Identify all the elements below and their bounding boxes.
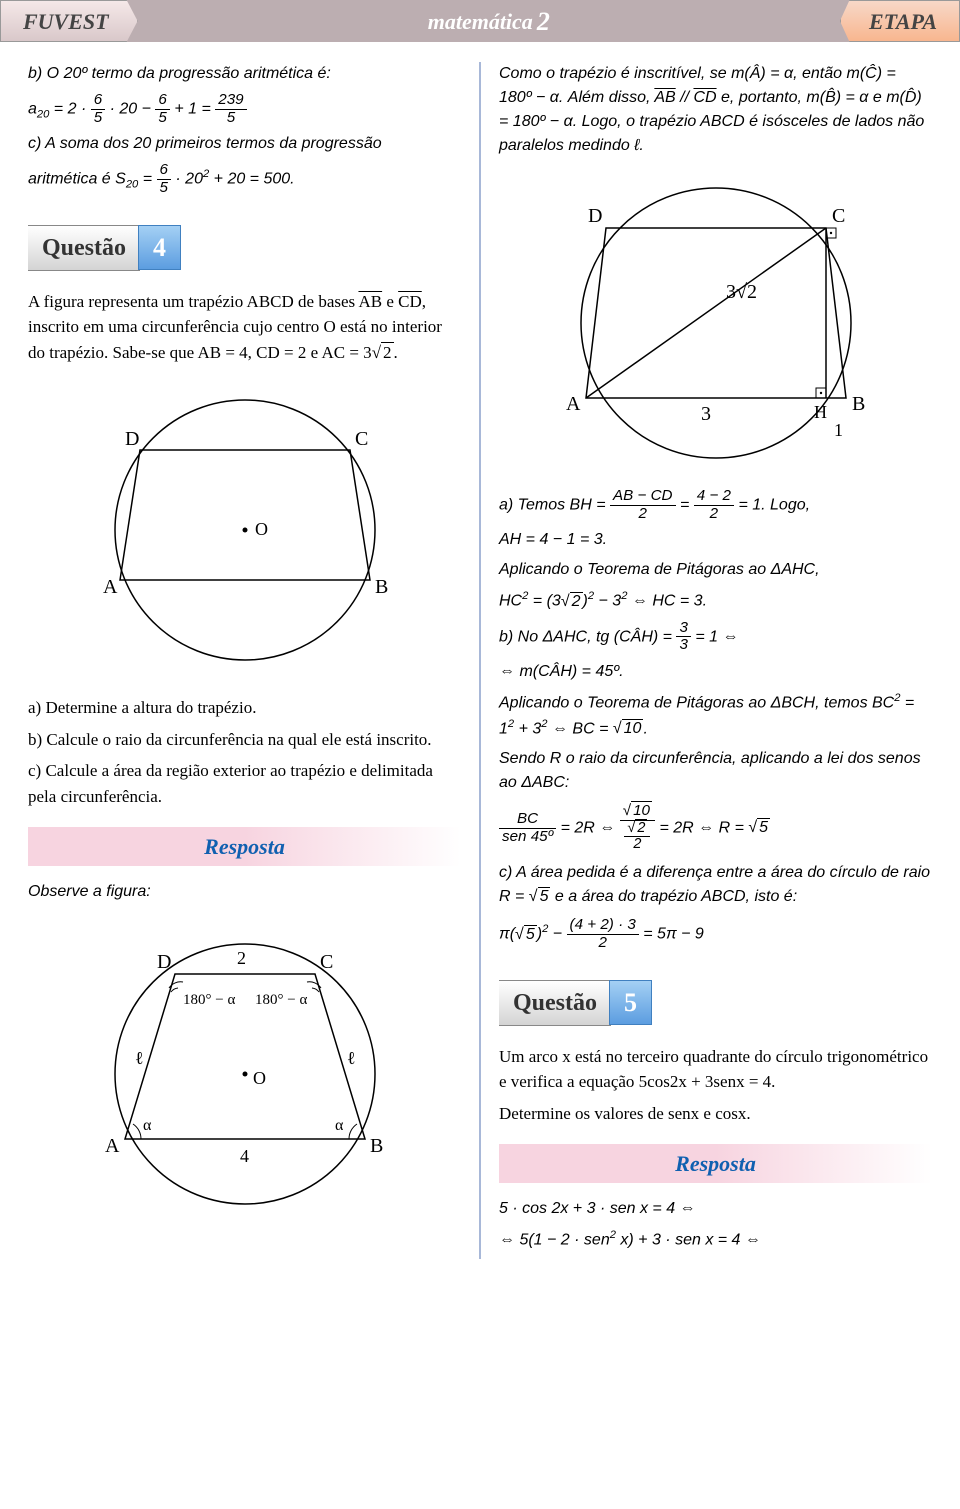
header-title: matemática 2 (138, 0, 840, 42)
r5-end: x) + 3 · sen x = 4 ⇔ (616, 1232, 761, 1249)
resposta-5-header: Resposta (499, 1144, 932, 1183)
svg-text:D: D (588, 205, 602, 227)
a4-pre: HC (499, 593, 522, 610)
b-intro: b) No ΔAHC, tg (CÂH) = (499, 628, 676, 645)
answer-c-intro: c) A soma dos 20 primeiros termos da pro… (28, 132, 461, 156)
svg-text:B: B (852, 393, 865, 415)
answer-a-line4: HC2 = (32)2 − 32 ⇔ HC = 3. (499, 588, 932, 613)
question-label: Questão (28, 225, 140, 271)
svg-text:1: 1 (834, 420, 843, 440)
question-4-item-a: a) Determine a altura do trapézio. (28, 695, 461, 721)
ceq-end: = 5π − 9 (643, 926, 704, 943)
a-eq1: = (680, 496, 694, 513)
column-divider (479, 62, 481, 1259)
observe-label: Observe a figura: (28, 880, 461, 904)
svg-text:180° − α: 180° − α (183, 992, 235, 1008)
header-etapa-badge: ETAPA (840, 0, 960, 42)
b3-pre: Aplicando o Teorema de Pitágoras ao ΔBCH… (499, 695, 894, 712)
b-end1: = 1 ⇔ (695, 628, 738, 645)
ceq-pre: π( (499, 926, 515, 943)
b3-m2: + 3 (514, 720, 541, 737)
answer-b-line2: ⇔ m(CÂH) = 45º. (499, 660, 932, 684)
b3-end: ⇔ BC = (548, 720, 613, 737)
svg-text:B: B (370, 1135, 383, 1157)
a-intro: a) Temos BH = (499, 496, 610, 513)
svg-text:α: α (143, 1117, 152, 1134)
question-4-header: Questão 4 (28, 225, 461, 271)
a4-m1: = (3 (528, 593, 560, 610)
a4-end: ⇔ HC = 3. (627, 593, 707, 610)
answer-b-equation: a20 = 2 · 65 · 20 − 65 + 1 = 2395 (28, 92, 461, 126)
intro-part2: // (676, 89, 694, 106)
answer-5-line1: 5 · cos 2x + 3 · sen x = 4 ⇔ (499, 1197, 932, 1221)
answer-b-intro: b) O 20º termo da progressão aritmética … (28, 62, 461, 86)
right-column: Como o trapézio é inscritível, se m(Â) =… (489, 62, 942, 1259)
answer-b-line3: Aplicando o Teorema de Pitágoras ao ΔBCH… (499, 690, 932, 741)
svg-text:2: 2 (237, 948, 246, 968)
svg-text:C: C (355, 428, 368, 450)
question-4-item-c: c) Calcule a área da região exterior ao … (28, 758, 461, 809)
answer-b-equation: BCsen 45º = 2R ⇔ 1022 = 2R ⇔ R = 5 (499, 803, 932, 853)
left-column: b) O 20º termo da progressão aritmética … (18, 62, 471, 1259)
question-4-text: A figura representa um trapézio ABCD de … (28, 289, 461, 366)
question-5-text: Um arco x está no terceiro quadrante do … (499, 1044, 932, 1095)
question-5-number: 5 (609, 980, 652, 1025)
svg-text:C: C (320, 951, 333, 973)
a-end1: = 1. Logo, (738, 496, 810, 513)
beq-m2: = 2R ⇔ R = (659, 819, 748, 836)
svg-text:A: A (105, 1135, 120, 1157)
question-4-item-b: b) Calcule o raio da circunferência na q… (28, 727, 461, 753)
r5-pre: ⇔ 5(1 − 2 · sen (499, 1232, 610, 1249)
svg-text:O: O (253, 1068, 266, 1088)
answer-c-equation: π(5)2 − (4 + 2) · 32 = 5π − 9 (499, 917, 932, 951)
ceq-m2: − (548, 926, 566, 943)
svg-text:O: O (255, 519, 268, 539)
svg-text:A: A (103, 576, 118, 598)
figure-2-trapezoid-angles: O D C A B 2 4 180° − α 180° − α α α (28, 924, 461, 1214)
answer-c-line1: c) A área pedida é a diferença entre a á… (499, 861, 932, 909)
svg-text:ℓ: ℓ (347, 1048, 356, 1068)
answer-c-equation: aritmética é S20 = 65 · 202 + 20 = 500. (28, 162, 461, 196)
svg-text:A: A (566, 393, 581, 415)
q4-text-part2: e (382, 292, 398, 311)
svg-text:4: 4 (240, 1146, 249, 1166)
figure-1-trapezoid: O D C A B (28, 385, 461, 675)
svg-text:3: 3 (701, 403, 711, 425)
header-fuvest-badge: FUVEST (0, 0, 138, 42)
svg-text:180° − α: 180° − α (255, 992, 307, 1008)
answer-a-line1: a) Temos BH = AB − CD2 = 4 − 22 = 1. Log… (499, 488, 932, 522)
c-intro2: e a área do trapézio ABCD, isto é: (550, 888, 797, 905)
svg-text:ℓ: ℓ (135, 1048, 144, 1068)
content-columns: b) O 20º termo da progressão aritmética … (0, 42, 960, 1279)
page-header: FUVEST matemática 2 ETAPA (0, 0, 960, 42)
question-5-label: Questão (499, 980, 611, 1026)
q4-text-part1: A figura representa um trapézio ABCD de … (28, 292, 358, 311)
svg-text:3√2: 3√2 (726, 281, 757, 303)
a4-m3: − 3 (594, 593, 621, 610)
svg-text:D: D (157, 951, 171, 973)
answer-c-prefix: aritmética é S (28, 171, 126, 188)
svg-text:α: α (335, 1117, 344, 1134)
svg-text:B: B (375, 576, 388, 598)
question-5-header: Questão 5 (499, 980, 932, 1026)
header-subject: matemática (428, 5, 533, 38)
figure-3-trapezoid-height: D C A B H 3√2 3 1 (499, 178, 932, 468)
resposta-header: Resposta (28, 827, 461, 866)
beq-m1: = 2R ⇔ (561, 819, 620, 836)
svg-text:H: H (814, 402, 827, 422)
question-5-text2: Determine os valores de senx e cosx. (499, 1101, 932, 1127)
answer-5-line2: ⇔ 5(1 − 2 · sen2 x) + 3 · sen x = 4 ⇔ (499, 1227, 932, 1252)
header-number: 2 (537, 2, 550, 41)
answer-a-line2: AH = 4 − 1 = 3. (499, 528, 932, 552)
answer-a-line3: Aplicando o Teorema de Pitágoras ao ΔAHC… (499, 558, 932, 582)
question-number: 4 (138, 225, 181, 270)
answer-b-line1: b) No ΔAHC, tg (CÂH) = 33 = 1 ⇔ (499, 620, 932, 654)
trapezoid-intro: Como o trapézio é inscritível, se m(Â) =… (499, 62, 932, 158)
answer-b-line4: Sendo R o raio da circunferência, aplica… (499, 747, 932, 795)
svg-text:C: C (832, 205, 845, 227)
svg-text:D: D (125, 428, 139, 450)
